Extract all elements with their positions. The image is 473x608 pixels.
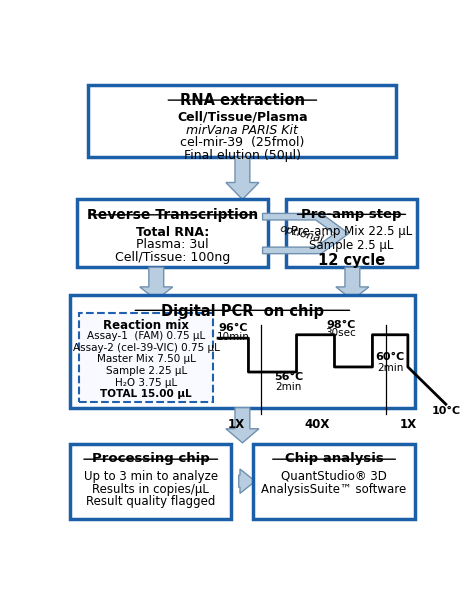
- Text: 1X: 1X: [399, 418, 416, 431]
- Text: Cell/Tissue/Plasma: Cell/Tissue/Plasma: [177, 111, 308, 124]
- Text: 30sec: 30sec: [325, 328, 356, 339]
- Text: RNA extraction: RNA extraction: [180, 93, 305, 108]
- FancyBboxPatch shape: [88, 85, 396, 157]
- FancyBboxPatch shape: [78, 199, 268, 268]
- Text: optional: optional: [279, 223, 325, 244]
- Text: 10min: 10min: [217, 332, 250, 342]
- FancyBboxPatch shape: [70, 295, 415, 408]
- Text: 1X: 1X: [227, 418, 245, 431]
- Text: Chip analysis: Chip analysis: [285, 452, 384, 465]
- Text: Assay-1  (FAM) 0.75 μL: Assay-1 (FAM) 0.75 μL: [87, 331, 205, 341]
- Text: mirVana PARIS Kit: mirVana PARIS Kit: [186, 123, 298, 137]
- Text: 10°C: 10°C: [431, 406, 460, 416]
- Polygon shape: [263, 213, 349, 254]
- Polygon shape: [226, 157, 259, 199]
- Text: H₂O 3.75 μL: H₂O 3.75 μL: [115, 378, 177, 388]
- Text: Results in copies/μL: Results in copies/μL: [92, 483, 209, 496]
- Text: Plasma: 3ul: Plasma: 3ul: [136, 238, 209, 251]
- Text: Cell/Tissue: 100ng: Cell/Tissue: 100ng: [115, 251, 230, 264]
- FancyBboxPatch shape: [254, 444, 415, 519]
- Text: 2min: 2min: [377, 363, 403, 373]
- Text: cel-mir-39  (25fmol): cel-mir-39 (25fmol): [180, 136, 305, 149]
- Text: Sample 2.5 μL: Sample 2.5 μL: [309, 239, 394, 252]
- Text: Assay-2 (cel-39-VIC) 0.75 μL: Assay-2 (cel-39-VIC) 0.75 μL: [73, 343, 219, 353]
- FancyBboxPatch shape: [79, 313, 213, 402]
- Text: Result quality flagged: Result quality flagged: [86, 496, 216, 508]
- FancyBboxPatch shape: [70, 444, 231, 519]
- Text: Pre-amp step: Pre-amp step: [301, 208, 402, 221]
- Polygon shape: [239, 469, 255, 493]
- Text: Sample 2.25 μL: Sample 2.25 μL: [105, 366, 187, 376]
- Text: Master Mix 7.50 μL: Master Mix 7.50 μL: [97, 354, 196, 364]
- Text: 40X: 40X: [304, 418, 330, 431]
- Text: Reverse Transcription: Reverse Transcription: [87, 208, 258, 222]
- Text: TOTAL 15.00 μL: TOTAL 15.00 μL: [100, 390, 192, 399]
- FancyBboxPatch shape: [287, 199, 417, 268]
- Polygon shape: [336, 268, 369, 300]
- Text: 12 cycle: 12 cycle: [318, 253, 385, 268]
- Text: 96°C: 96°C: [219, 323, 248, 333]
- Text: 56°C: 56°C: [274, 373, 304, 382]
- Text: AnalysisSuite™ software: AnalysisSuite™ software: [262, 483, 407, 496]
- Text: 2min: 2min: [276, 382, 302, 392]
- Text: 98°C: 98°C: [326, 320, 356, 330]
- Text: Final elution (50μl): Final elution (50μl): [184, 149, 301, 162]
- Text: Reaction mix: Reaction mix: [103, 319, 189, 332]
- Text: Up to 3 min to analyze: Up to 3 min to analyze: [84, 470, 218, 483]
- Text: Processing chip: Processing chip: [92, 452, 210, 465]
- Text: QuantStudio® 3D: QuantStudio® 3D: [281, 470, 387, 483]
- Polygon shape: [226, 408, 259, 443]
- Text: Pre-amp Mix 22.5 μL: Pre-amp Mix 22.5 μL: [291, 224, 412, 238]
- Text: 60°C: 60°C: [376, 352, 405, 362]
- Text: Total RNA:: Total RNA:: [136, 226, 210, 238]
- Text: Digital PCR  on chip: Digital PCR on chip: [161, 304, 324, 319]
- Polygon shape: [140, 268, 173, 300]
